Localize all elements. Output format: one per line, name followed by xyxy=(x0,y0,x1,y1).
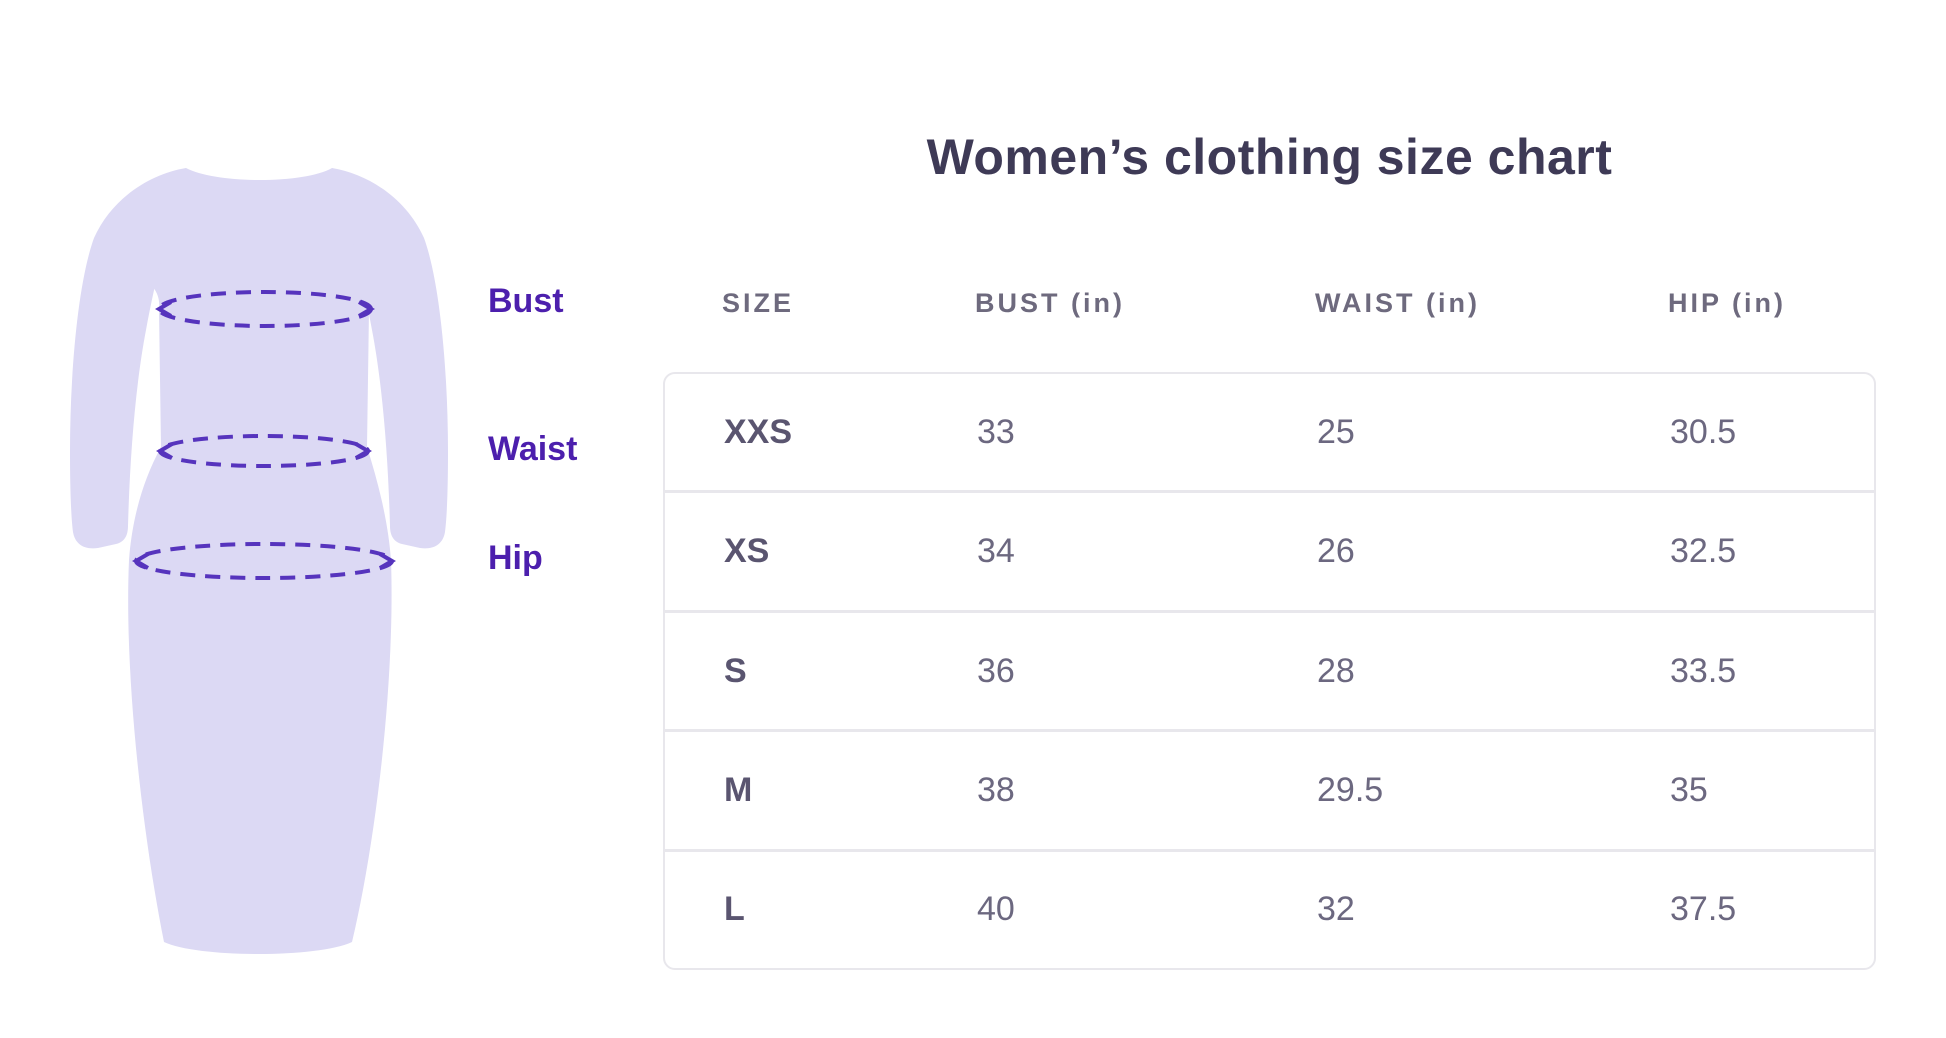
bust-cell: 36 xyxy=(977,651,1015,690)
hip-cell: 35 xyxy=(1670,770,1708,809)
table-row: M 38 29.5 35 xyxy=(665,729,1874,848)
hip-cell: 37.5 xyxy=(1670,890,1737,929)
table-row: L 40 32 37.5 xyxy=(665,848,1874,968)
column-header: HIP (in) xyxy=(1668,288,1786,318)
hip-arrow-tips xyxy=(132,552,396,570)
page-title: Women’s clothing size chart xyxy=(926,129,1613,185)
size-cell: XS xyxy=(724,532,770,571)
hip-label: Hip xyxy=(488,539,543,577)
dress-right-sleeve xyxy=(332,168,448,549)
table-row: S 36 28 33.5 xyxy=(665,609,1874,729)
size-cell: L xyxy=(724,890,745,929)
bust-cell: 34 xyxy=(977,532,1015,571)
bust-cell: 40 xyxy=(977,890,1015,929)
waist-label: Waist xyxy=(488,430,578,468)
column-header: BUST (in) xyxy=(975,288,1125,318)
bust-cell: 38 xyxy=(977,770,1015,809)
dress-body-shape xyxy=(128,168,392,954)
column-header: WAIST (in) xyxy=(1315,288,1480,318)
hip-cell: 30.5 xyxy=(1670,412,1737,451)
size-cell: M xyxy=(724,770,753,809)
dress-measurement-illustration: Bust Waist Hip xyxy=(58,152,678,992)
hip-cell: 33.5 xyxy=(1670,651,1737,690)
hip-cell: 32.5 xyxy=(1670,532,1737,571)
size-table-header: SIZE BUST (in) WAIST (in) HIP (in) xyxy=(663,288,1876,319)
dress-illustration xyxy=(70,168,448,954)
waist-arrow-tips xyxy=(156,442,372,460)
size-chart-section: Women’s clothing size chart SIZE BUST (in… xyxy=(663,0,1876,1038)
waist-cell: 29.5 xyxy=(1317,770,1384,809)
size-cell: XXS xyxy=(724,412,793,451)
table-row: XXS 33 25 30.5 xyxy=(665,374,1874,490)
waist-cell: 26 xyxy=(1317,532,1355,571)
waist-cell: 32 xyxy=(1317,890,1355,929)
bust-cell: 33 xyxy=(977,412,1015,451)
waist-cell: 28 xyxy=(1317,651,1355,690)
size-table-body: XXS 33 25 30.5 XS 34 26 32.5 S 36 28 33.… xyxy=(663,372,1876,970)
size-cell: S xyxy=(724,651,747,690)
bust-label: Bust xyxy=(488,282,564,320)
bust-arrow-tips xyxy=(155,300,375,318)
column-header: SIZE xyxy=(722,288,795,318)
table-row: XS 34 26 32.5 xyxy=(665,490,1874,609)
dress-left-sleeve xyxy=(70,168,186,549)
waist-cell: 25 xyxy=(1317,412,1355,451)
